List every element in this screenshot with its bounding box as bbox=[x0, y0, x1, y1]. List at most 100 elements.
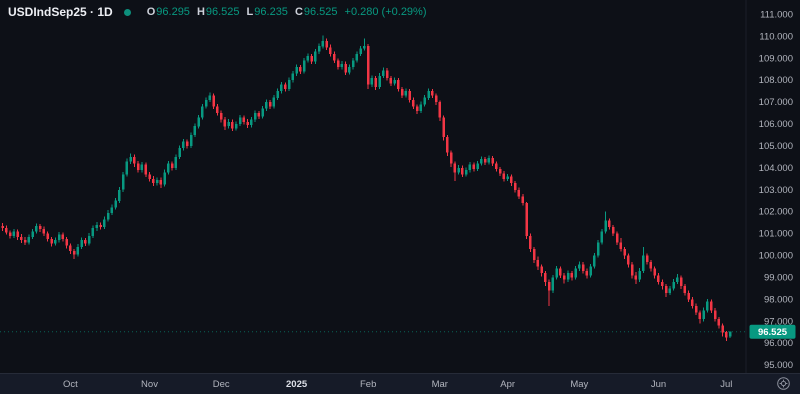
candle-body bbox=[348, 67, 351, 73]
candle-body bbox=[38, 225, 42, 230]
price-tick-label: 106.000 bbox=[759, 119, 793, 130]
candle-body bbox=[234, 124, 238, 129]
candle-body bbox=[404, 91, 408, 96]
candle-body bbox=[35, 225, 38, 232]
candle-body bbox=[412, 99, 415, 107]
candle-body bbox=[257, 113, 261, 117]
price-tick-label: 95.000 bbox=[764, 360, 793, 371]
time-axis-strip[interactable] bbox=[0, 373, 800, 395]
candle-body bbox=[525, 202, 528, 236]
candle-body bbox=[321, 40, 325, 47]
candle-body bbox=[566, 273, 570, 280]
candle-body bbox=[574, 268, 577, 278]
candle-body bbox=[521, 196, 525, 203]
candle-body bbox=[419, 104, 423, 111]
candle-body bbox=[623, 249, 626, 256]
candle-body bbox=[344, 63, 347, 73]
candle-body bbox=[84, 240, 87, 244]
symbol-title[interactable]: USDIndSep25 · 1D bbox=[8, 5, 113, 19]
candle-body bbox=[129, 156, 132, 162]
candle-body bbox=[596, 242, 600, 256]
candle-body bbox=[532, 249, 536, 260]
candle-body bbox=[223, 119, 227, 127]
candle-body bbox=[547, 281, 551, 291]
time-axis[interactable]: Oct Nov Dec 2025 Feb Mar Apr May Jun Jul bbox=[63, 379, 732, 390]
page-margin bbox=[0, 394, 800, 418]
candle-body bbox=[287, 80, 291, 89]
symbol-legend: USDIndSep25 · 1D O 96.295 H 96.525 L 96.… bbox=[8, 5, 427, 19]
ohlc-low-label: L bbox=[246, 6, 254, 18]
candle-body bbox=[510, 176, 513, 184]
candle-body bbox=[110, 207, 114, 213]
price-tick-label: 98.000 bbox=[764, 294, 793, 305]
candle-body bbox=[219, 113, 223, 120]
chart-plot-area[interactable]: 111.000 110.000 109.000 108.000 107.000 106.0… bbox=[0, 0, 800, 394]
candle-body bbox=[423, 97, 426, 105]
candle-body bbox=[148, 174, 151, 179]
candle-body bbox=[562, 275, 566, 280]
candle-body bbox=[12, 231, 16, 236]
candle-body bbox=[204, 99, 208, 107]
candle-body bbox=[438, 102, 442, 118]
candle-body bbox=[336, 60, 340, 68]
market-status-dot bbox=[123, 8, 131, 16]
ohlc-open-value: 96.295 bbox=[156, 6, 190, 18]
candle-body bbox=[559, 268, 562, 276]
candle-body bbox=[54, 240, 57, 244]
last-price-badge-value: 96.525 bbox=[758, 327, 788, 338]
candle-body bbox=[555, 268, 558, 278]
candle-body bbox=[306, 56, 310, 61]
candle-body bbox=[46, 233, 49, 240]
candle-body bbox=[366, 46, 370, 85]
candle-body bbox=[702, 310, 705, 320]
candle-body bbox=[329, 47, 332, 54]
candle-body bbox=[506, 176, 509, 179]
candle-body bbox=[333, 53, 336, 61]
candle-body bbox=[363, 46, 366, 49]
candle-body bbox=[182, 141, 185, 149]
candle-body bbox=[216, 106, 219, 114]
candle-body bbox=[152, 178, 155, 184]
candle-body bbox=[683, 286, 687, 293]
time-tick-label: Dec bbox=[213, 379, 230, 390]
price-axis[interactable]: 111.000 110.000 109.000 108.000 107.000 106.0… bbox=[759, 10, 793, 372]
candle-body bbox=[193, 126, 197, 135]
candle-body bbox=[691, 299, 694, 306]
candle-body bbox=[284, 84, 287, 89]
candle-body bbox=[676, 277, 679, 282]
candle-body bbox=[694, 305, 698, 313]
price-tick-label: 104.000 bbox=[759, 163, 793, 174]
candle-body bbox=[608, 220, 611, 228]
candle-body bbox=[645, 255, 649, 263]
candle-body bbox=[728, 331, 732, 337]
candle-body bbox=[280, 84, 283, 92]
price-tick-label: 101.000 bbox=[759, 229, 793, 240]
candle-body bbox=[291, 73, 295, 81]
candle-body bbox=[604, 220, 607, 232]
ohlc-close-value: 96.525 bbox=[303, 6, 338, 18]
candle-body bbox=[713, 310, 717, 320]
candle-body bbox=[133, 156, 136, 164]
candle-body bbox=[8, 232, 12, 236]
time-tick-label: 2025 bbox=[286, 379, 308, 390]
price-tick-label: 107.000 bbox=[759, 97, 793, 108]
candle-body bbox=[498, 169, 502, 174]
interval-label: 1D bbox=[97, 5, 113, 19]
price-tick-label: 108.000 bbox=[759, 75, 793, 86]
candle-body bbox=[536, 259, 540, 267]
candle-body bbox=[340, 63, 344, 68]
candle-body bbox=[16, 231, 19, 237]
time-tick-label: Jun bbox=[651, 379, 666, 390]
candle-body bbox=[513, 183, 517, 190]
candle-body bbox=[87, 235, 91, 244]
price-tick-label: 96.000 bbox=[764, 338, 793, 349]
candle-body bbox=[657, 275, 660, 282]
candle-body bbox=[106, 212, 110, 220]
candle-body bbox=[427, 91, 430, 98]
candle-body bbox=[359, 48, 362, 54]
candle-body bbox=[23, 240, 27, 243]
axis-settings-icon[interactable] bbox=[777, 377, 790, 390]
price-tick-label: 109.000 bbox=[759, 53, 793, 64]
candle-body bbox=[103, 219, 106, 228]
candle-body bbox=[159, 179, 163, 185]
